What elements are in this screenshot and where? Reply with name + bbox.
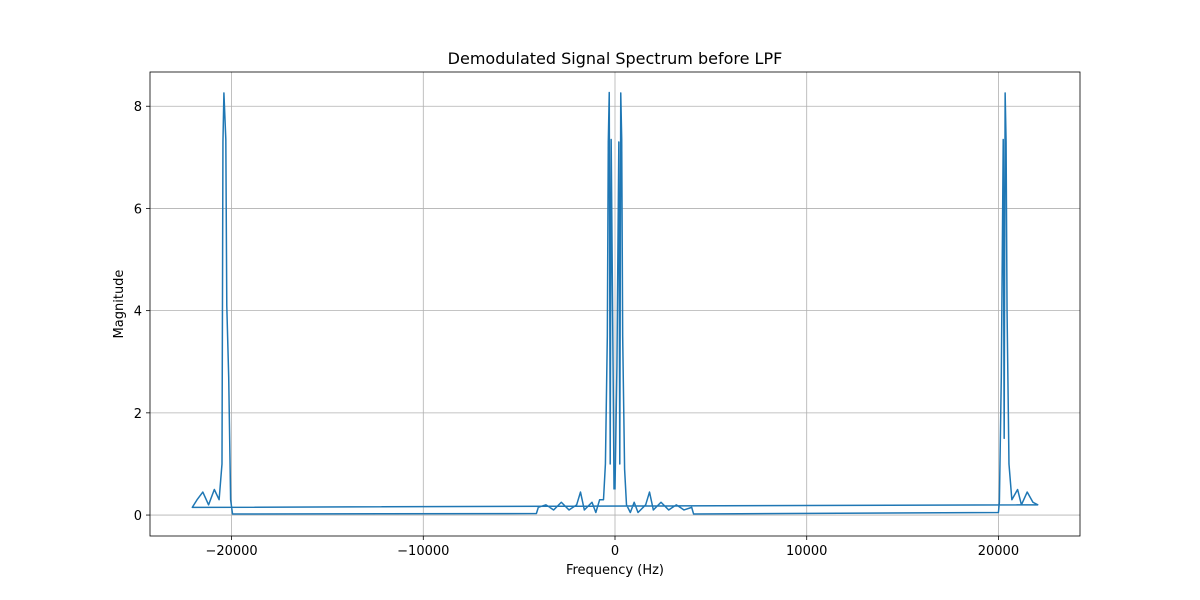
y-tick-label: 4: [134, 305, 142, 320]
x-tick-label: −10000: [397, 544, 449, 559]
data-line: [191, 91, 1039, 515]
plot-frame: [149, 71, 1081, 537]
chart-title: Demodulated Signal Spectrum before LPF: [448, 49, 783, 68]
y-tick-label: 0: [134, 509, 142, 524]
x-tick-label: 20000: [978, 544, 1019, 559]
y-tick-label: 2: [134, 407, 142, 422]
x-axis-label: Frequency (Hz): [566, 563, 664, 578]
y-axis-label: Magnitude: [112, 270, 127, 339]
x-tick-label: 10000: [786, 544, 827, 559]
y-tick-label: 8: [134, 100, 142, 115]
x-tick-label: −20000: [205, 544, 257, 559]
y-tick-label: 6: [134, 202, 142, 217]
x-tick-label: 0: [611, 544, 619, 559]
